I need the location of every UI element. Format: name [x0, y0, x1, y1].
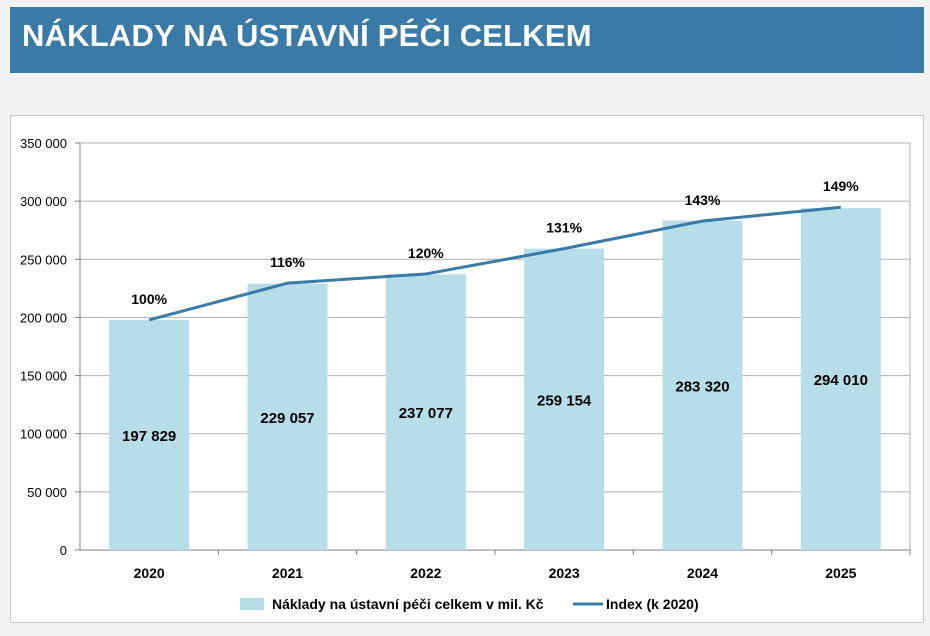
y-tick-label: 350 000 [20, 136, 67, 151]
bar [385, 274, 466, 550]
y-tick-label: 250 000 [20, 252, 67, 267]
x-tick-label: 2020 [134, 565, 165, 581]
header-banner: NÁKLADY NA ÚSTAVNÍ PÉČI CELKEM [10, 7, 924, 73]
plot-area [79, 142, 911, 551]
bar [109, 319, 190, 550]
bar-data-label: 197 829 [122, 428, 176, 445]
x-tick-label: 2025 [825, 565, 856, 581]
bar [524, 248, 605, 550]
bar-data-label: 283 320 [675, 378, 729, 395]
line-data-label: 116% [270, 254, 306, 270]
bar-data-label: 294 010 [814, 372, 868, 389]
y-tick-label: 200 000 [20, 310, 67, 325]
y-tick-label: 50 000 [27, 485, 67, 500]
bar [800, 208, 881, 550]
line-data-label: 100% [131, 291, 167, 307]
y-tick-label: 300 000 [20, 194, 67, 209]
bar [247, 283, 328, 550]
x-tick-label: 2023 [549, 565, 580, 581]
line-data-label: 120% [408, 245, 444, 261]
x-tick-label: 2024 [687, 565, 718, 581]
legend-bar-label: Náklady na ústavní péči celkem v mil. Kč [272, 596, 544, 612]
y-tick-label: 0 [60, 543, 67, 558]
line-data-label: 143% [685, 192, 721, 208]
bar-data-label: 259 154 [537, 392, 592, 409]
bar [662, 220, 743, 550]
legend-line-label: Index (k 2020) [606, 596, 699, 612]
line-data-label: 131% [546, 220, 582, 236]
line-data-label: 149% [823, 178, 859, 194]
bar-data-label: 237 077 [399, 405, 453, 422]
y-tick-label: 150 000 [20, 369, 67, 384]
bar-data-label: 229 057 [260, 410, 314, 427]
y-tick-label: 100 000 [20, 427, 67, 442]
legend-bar-swatch [240, 598, 264, 610]
page-title: NÁKLADY NA ÚSTAVNÍ PÉČI CELKEM [22, 18, 592, 53]
index-line [148, 205, 841, 322]
x-tick-label: 2022 [410, 565, 441, 581]
x-tick-label: 2021 [272, 565, 303, 581]
